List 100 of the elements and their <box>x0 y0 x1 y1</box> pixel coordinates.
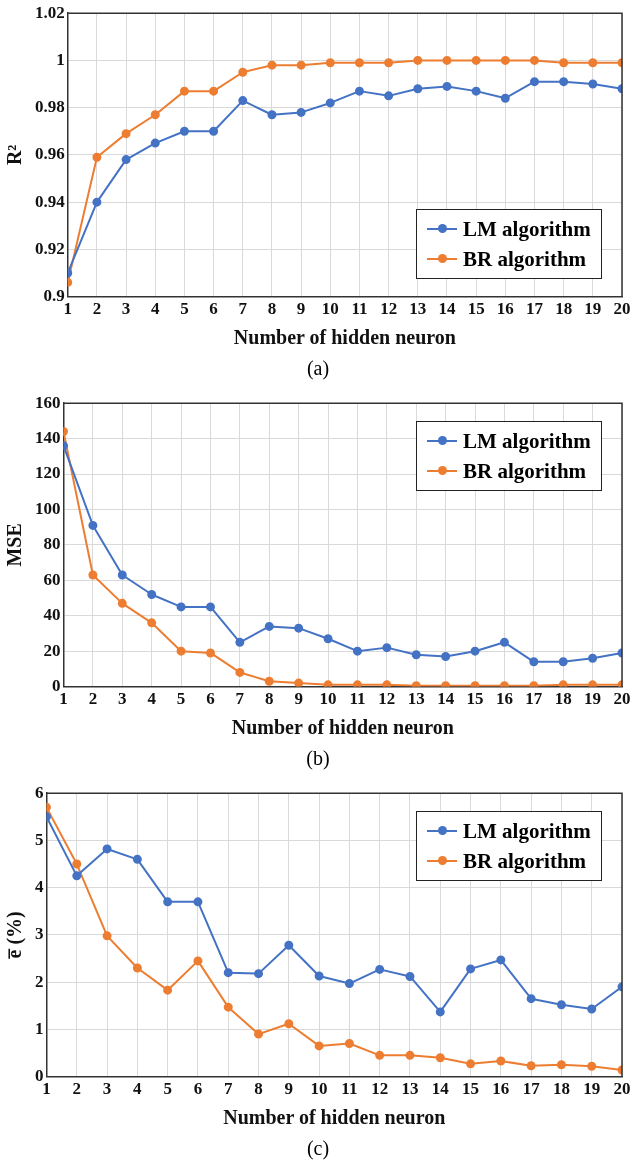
y-tick-label: 140 <box>35 428 61 448</box>
text: (a) <box>305 357 331 380</box>
x-tick-label: 16 <box>496 299 514 319</box>
x-tick-label: 5 <box>163 1079 172 1099</box>
y-tick-label: 5 <box>35 829 44 849</box>
x-tick-label: 16 <box>495 689 513 709</box>
point <box>587 1004 597 1014</box>
point <box>238 96 248 106</box>
x-tick-label: 11 <box>341 1079 358 1099</box>
x-tick-label: 2 <box>92 299 102 319</box>
point <box>441 651 451 661</box>
point <box>132 854 142 864</box>
x-tick-label: 16 <box>492 1079 510 1099</box>
x-tick-label: 13 <box>409 299 427 319</box>
x-tick-label: 7 <box>223 1079 233 1099</box>
point <box>382 643 392 653</box>
y-tick-label: 1.02 <box>35 2 65 22</box>
point <box>587 1061 597 1071</box>
x-tick-label: 20 <box>613 1079 631 1099</box>
y-tick-label: 100 <box>35 498 61 518</box>
point <box>500 93 510 103</box>
x-tick-label: 12 <box>380 299 398 319</box>
y-tick-label: 40 <box>43 605 61 625</box>
point <box>323 634 333 644</box>
point <box>499 637 509 647</box>
y-tick-label: 0.92 <box>35 238 65 258</box>
point <box>405 971 415 981</box>
x-tick-label: 20 <box>613 299 631 319</box>
point <box>405 1050 415 1060</box>
point <box>264 621 274 631</box>
point <box>150 138 160 148</box>
point <box>296 60 306 70</box>
x-tick-label: 17 <box>522 1079 541 1099</box>
point <box>163 985 173 995</box>
y-tick-label: 0.96 <box>35 144 65 164</box>
point <box>526 994 536 1004</box>
x-axis-title: Number of hidden neuron <box>231 716 454 739</box>
x-tick-label: 10 <box>310 1079 328 1099</box>
y-tick-label: 0.98 <box>35 97 65 117</box>
point <box>264 676 274 686</box>
point <box>352 680 362 687</box>
point <box>209 126 219 136</box>
x-tick-label: 15 <box>466 689 484 709</box>
x-tick-label: 6 <box>206 689 215 709</box>
point <box>121 155 131 165</box>
point <box>496 1056 506 1066</box>
y-tick-label: 2 <box>35 971 44 991</box>
point <box>209 86 219 96</box>
point <box>132 963 142 973</box>
x-tick-label: 14 <box>431 1079 450 1099</box>
x-tick-label: 8 <box>254 1079 263 1099</box>
y-axis-title: MSE <box>3 523 26 567</box>
x-tick-label: 9 <box>296 299 306 319</box>
y-tick-label: 6 <box>35 782 44 802</box>
x-tick-label: 4 <box>151 299 161 319</box>
point <box>254 969 264 979</box>
point <box>556 1060 566 1070</box>
x-tick-label: 3 <box>102 1079 112 1099</box>
y-tick-label: 0.9 <box>43 285 65 305</box>
point <box>352 646 362 656</box>
point <box>588 58 598 68</box>
x-tick-label: 8 <box>267 299 277 319</box>
point <box>435 1053 445 1063</box>
x-tick-label: 17 <box>525 299 544 319</box>
y-tick-label: 3 <box>35 924 44 944</box>
point <box>413 84 423 94</box>
point <box>325 98 335 108</box>
point <box>267 60 277 70</box>
x-tick-label: 4 <box>147 689 157 709</box>
legend-label: LM algorithm <box>463 818 591 846</box>
point <box>588 680 598 687</box>
point <box>176 646 186 656</box>
point <box>413 55 423 65</box>
x-tick-label: 18 <box>552 1079 570 1099</box>
point <box>294 623 304 633</box>
x-axis-title: Number of hidden neuron <box>223 1106 446 1129</box>
point <box>179 126 189 136</box>
point <box>179 86 189 96</box>
point <box>588 653 598 663</box>
y-axis-title: e̅ (%) <box>3 911 27 960</box>
point <box>314 971 324 981</box>
point <box>435 1007 445 1017</box>
point <box>72 859 82 869</box>
point <box>558 680 568 687</box>
x-tick-label: 15 <box>462 1079 480 1099</box>
point <box>117 570 127 580</box>
point <box>235 637 245 647</box>
x-tick-label: 14 <box>438 299 456 319</box>
point <box>354 58 364 68</box>
legend-label: LM algorithm <box>463 428 591 456</box>
point <box>223 1002 233 1012</box>
point <box>150 110 160 120</box>
x-tick-label: 18 <box>554 689 572 709</box>
point <box>384 91 394 101</box>
point <box>193 956 203 966</box>
x-tick-label: 4 <box>133 1079 143 1099</box>
point <box>559 77 569 87</box>
x-tick-label: 11 <box>349 689 366 709</box>
point <box>102 844 112 854</box>
x-tick-label: 15 <box>467 299 485 319</box>
